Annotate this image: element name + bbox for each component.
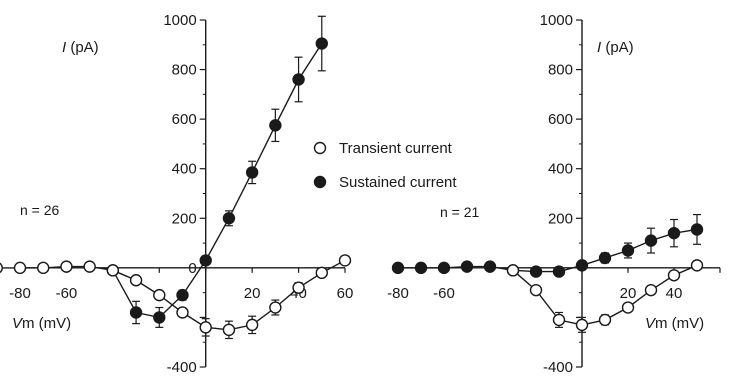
point-sustained-right bbox=[414, 261, 428, 275]
point-sustained-left bbox=[222, 212, 236, 225]
point-sustained-right bbox=[621, 244, 635, 257]
ylabel-right: I (pA) bbox=[597, 39, 634, 56]
x-tick-label-left: -80 bbox=[9, 285, 31, 302]
point-transient-left bbox=[315, 266, 328, 280]
point-transient-left bbox=[338, 254, 352, 267]
legend-sustained-marker bbox=[313, 175, 327, 189]
legend-transient-label: Transient current bbox=[339, 140, 453, 157]
point-transient-right bbox=[644, 283, 658, 297]
point-transient-left bbox=[129, 274, 143, 287]
point-transient-left bbox=[37, 261, 50, 275]
point-transient-left bbox=[153, 288, 166, 302]
series-right bbox=[391, 213, 704, 333]
point-sustained-left bbox=[269, 119, 282, 132]
point-transient-left bbox=[13, 261, 27, 275]
y-tick-label-right: 400 bbox=[548, 161, 573, 178]
x-tick-label-right: -60 bbox=[433, 285, 455, 302]
legend: Transient current Sustained current bbox=[313, 140, 457, 191]
point-sustained-right bbox=[598, 251, 612, 265]
point-sustained-right bbox=[644, 234, 658, 247]
point-sustained-right bbox=[552, 265, 566, 278]
point-transient-left bbox=[83, 260, 96, 273]
y-tick-label-left: -400 bbox=[167, 359, 197, 376]
point-sustained-left bbox=[292, 73, 305, 86]
series-left bbox=[0, 15, 352, 340]
point-sustained-right bbox=[460, 260, 474, 273]
point-transient-right bbox=[506, 264, 520, 277]
xlabel-left: Vm (mV) bbox=[12, 315, 71, 332]
legend-sustained-label: Sustained current bbox=[339, 174, 457, 191]
y-tick-label-left: 800 bbox=[172, 62, 197, 79]
point-sustained-right bbox=[483, 260, 497, 273]
y-tick-label-left: 200 bbox=[172, 210, 197, 227]
point-sustained-left bbox=[129, 306, 143, 319]
legend-transient-marker bbox=[313, 141, 327, 155]
y-tick-label-right: 1000 bbox=[540, 12, 573, 29]
point-sustained-left bbox=[315, 37, 328, 50]
y-tick-label-right: 800 bbox=[548, 62, 573, 79]
point-transient-left bbox=[245, 318, 259, 332]
point-transient-right bbox=[575, 318, 589, 332]
point-transient-left bbox=[0, 262, 3, 274]
ylabel-left: I (pA) bbox=[62, 39, 99, 56]
x-tick-label-left: 60 bbox=[337, 285, 354, 302]
point-sustained-right bbox=[575, 259, 589, 272]
point-transient-left bbox=[269, 301, 282, 314]
point-transient-left bbox=[60, 260, 73, 273]
point-transient-left bbox=[292, 281, 305, 294]
point-transient-left bbox=[176, 306, 189, 319]
y-tick-label-left: 1000 bbox=[163, 12, 196, 29]
point-transient-left bbox=[199, 321, 212, 334]
x-tick-label-left: -60 bbox=[56, 285, 78, 302]
n-label-left: n = 26 bbox=[20, 202, 60, 218]
xlabel-right: Vm (mV) bbox=[645, 315, 704, 332]
point-transient-left bbox=[222, 323, 236, 337]
point-transient-right bbox=[667, 269, 681, 282]
x-tick-label-left: 20 bbox=[244, 285, 261, 302]
ticks-right: -80 -60 20 40 -400 200 400 600 800 1000 bbox=[387, 12, 721, 376]
point-transient-right bbox=[598, 313, 612, 327]
point-transient-right bbox=[552, 313, 566, 327]
point-sustained-right bbox=[690, 223, 704, 236]
series-line-transient-left bbox=[0, 259, 346, 331]
point-sustained-left bbox=[176, 288, 189, 302]
x-tick-label-right: -80 bbox=[387, 285, 409, 302]
x-tick-label-right: 40 bbox=[666, 285, 683, 302]
point-sustained-left bbox=[245, 166, 259, 179]
y-tick-label-left: 0 bbox=[188, 260, 196, 277]
point-sustained-right bbox=[529, 265, 543, 278]
point-sustained-left bbox=[199, 254, 212, 267]
x-tick-label-right: 20 bbox=[620, 285, 637, 302]
point-transient-right bbox=[690, 259, 704, 272]
y-tick-label-right: 600 bbox=[548, 111, 573, 128]
point-transient-right bbox=[529, 283, 543, 297]
panel-right: -80 -60 20 40 -400 200 400 600 800 1000 I (pA) Vm… bbox=[387, 12, 721, 376]
point-transient-left bbox=[106, 264, 120, 277]
y-tick-label-right: -400 bbox=[543, 359, 573, 376]
point-sustained-right bbox=[667, 226, 681, 240]
y-tick-label-left: 600 bbox=[172, 111, 197, 128]
point-sustained-left bbox=[153, 311, 166, 324]
series-line-sustained-left bbox=[112, 43, 323, 319]
point-sustained-right bbox=[391, 261, 405, 275]
y-tick-label-right: 200 bbox=[548, 210, 573, 227]
y-tick-label-left: 400 bbox=[172, 161, 197, 178]
point-transient-right bbox=[621, 301, 635, 314]
point-sustained-right bbox=[437, 261, 451, 275]
n-label-right: n = 21 bbox=[440, 204, 480, 220]
